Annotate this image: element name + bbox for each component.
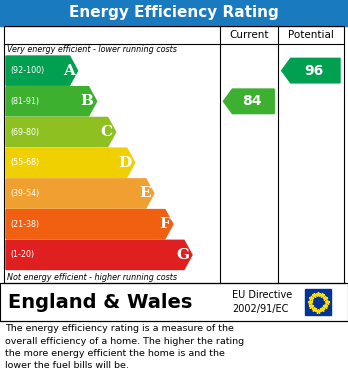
Polygon shape (6, 56, 78, 85)
Text: Very energy efficient - lower running costs: Very energy efficient - lower running co… (7, 45, 177, 54)
Text: B: B (81, 94, 94, 108)
Text: D: D (119, 156, 132, 170)
Polygon shape (6, 179, 154, 208)
Polygon shape (6, 87, 97, 116)
Text: C: C (101, 125, 113, 139)
Polygon shape (6, 117, 116, 147)
Bar (0, 283, 348, 321)
Bar (305, 289, 331, 315)
Text: (81-91): (81-91) (10, 97, 39, 106)
Text: E: E (139, 187, 151, 201)
Text: Energy Efficiency Rating: Energy Efficiency Rating (69, 5, 279, 20)
Polygon shape (282, 58, 340, 83)
Bar (4, 26, 344, 283)
Bar (0, 0, 348, 26)
Polygon shape (223, 89, 274, 114)
Text: Potential: Potential (288, 30, 334, 40)
Polygon shape (6, 210, 173, 239)
Text: A: A (63, 64, 74, 77)
Polygon shape (6, 240, 192, 269)
Text: (92-100): (92-100) (10, 66, 44, 75)
Text: 96: 96 (304, 64, 324, 77)
Polygon shape (6, 148, 135, 178)
Text: Not energy efficient - higher running costs: Not energy efficient - higher running co… (7, 273, 177, 282)
Text: (39-54): (39-54) (10, 189, 39, 198)
Text: (69-80): (69-80) (10, 127, 39, 136)
Text: 84: 84 (242, 94, 262, 108)
Text: (1-20): (1-20) (10, 250, 34, 259)
Text: Current: Current (229, 30, 269, 40)
Text: G: G (176, 248, 189, 262)
Text: F: F (159, 217, 170, 231)
Text: England & Wales: England & Wales (8, 292, 192, 312)
Text: EU Directive
2002/91/EC: EU Directive 2002/91/EC (232, 291, 292, 314)
Text: (55-68): (55-68) (10, 158, 39, 167)
Text: (21-38): (21-38) (10, 220, 39, 229)
Text: The energy efficiency rating is a measure of the
overall efficiency of a home. T: The energy efficiency rating is a measur… (5, 324, 244, 371)
